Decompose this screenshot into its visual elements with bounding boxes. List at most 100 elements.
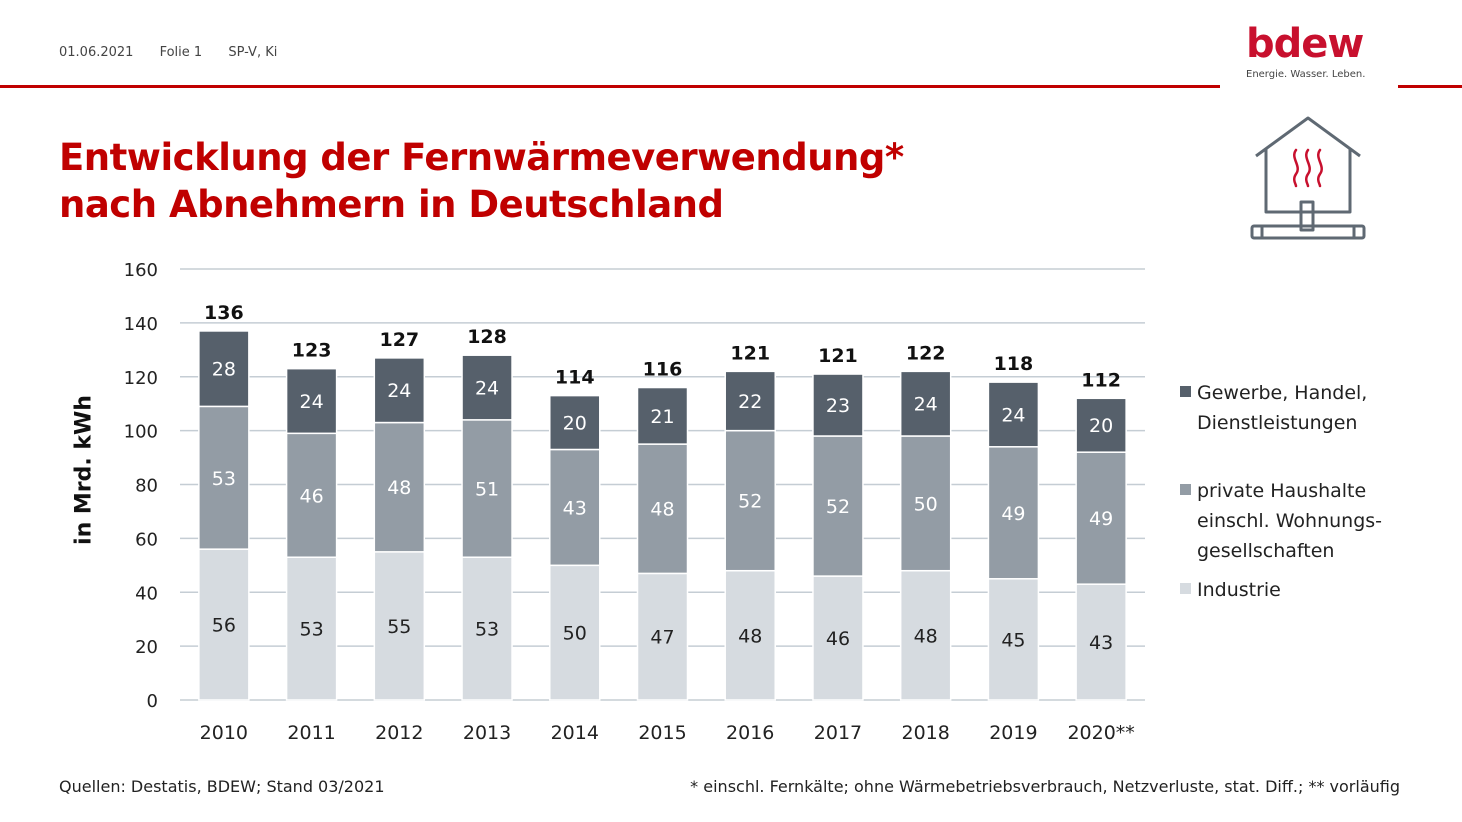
data-label-haushalte: 53 xyxy=(212,468,236,490)
x-tick-label: 2016 xyxy=(726,722,774,744)
y-tick-label: 80 xyxy=(135,476,158,497)
total-label: 112 xyxy=(1081,369,1121,391)
y-tick-label: 140 xyxy=(124,314,158,335)
data-label-haushalte: 49 xyxy=(1001,503,1025,525)
bar-segment-haushalte xyxy=(899,435,952,572)
data-label-haushalte: 46 xyxy=(299,485,323,507)
data-label-industrie: 43 xyxy=(1089,632,1113,654)
data-label-industrie: 47 xyxy=(650,627,674,649)
total-label: 123 xyxy=(292,340,332,362)
bar-segment-haushalte xyxy=(461,419,513,558)
legend-label-haushalte: private Haushalte einschl. Wohnungs- ges… xyxy=(1197,480,1383,562)
x-tick-label: 2020** xyxy=(1067,722,1134,744)
x-tick-label: 2013 xyxy=(463,722,511,744)
bar-segment-gewerbe xyxy=(1075,397,1127,453)
bar-segment-gewerbe xyxy=(636,386,689,445)
bar-segment-industrie xyxy=(636,572,689,701)
title-line-1: Entwicklung der Fernwärmeverwendung* xyxy=(59,136,904,179)
bar-segment-industrie xyxy=(373,551,426,701)
x-tick-label: 2018 xyxy=(902,722,950,744)
y-tick-label: 40 xyxy=(135,583,158,604)
footnote: * einschl. Fernkälte; ohne Wärmebetriebs… xyxy=(690,777,1400,796)
bar-segment-haushalte xyxy=(198,405,250,550)
bar-segment-industrie xyxy=(198,548,250,701)
slide-date: 01.06.2021 xyxy=(59,45,134,60)
data-label-gewerbe: 22 xyxy=(738,391,762,413)
data-label-gewerbe: 24 xyxy=(387,380,411,402)
bar-segment-gewerbe xyxy=(285,367,338,435)
data-label-industrie: 50 xyxy=(563,623,587,645)
bar-segment-gewerbe xyxy=(198,330,250,408)
data-label-gewerbe: 23 xyxy=(826,395,850,417)
logo-wordmark: bdew xyxy=(1246,21,1364,67)
x-tick-label: 2019 xyxy=(989,722,1037,744)
total-label: 121 xyxy=(818,345,858,367)
y-tick-label: 60 xyxy=(135,529,158,550)
bar-segment-gewerbe xyxy=(899,370,952,437)
bar-segment-industrie xyxy=(812,575,864,701)
bar-segment-haushalte xyxy=(987,446,1040,580)
bdew-logo: bdew Energie. Wasser. Leben. xyxy=(1246,22,1376,80)
bar-segment-haushalte xyxy=(636,443,689,575)
bar-segment-gewerbe xyxy=(724,370,776,432)
bar-segment-industrie xyxy=(724,569,776,701)
slide-department: SP-V, Ki xyxy=(228,45,278,60)
legend-swatch-gewerbe xyxy=(1180,386,1191,397)
legend-item-industrie: Industrie xyxy=(1180,575,1440,605)
x-tick-label: 2017 xyxy=(814,722,862,744)
data-label-gewerbe: 24 xyxy=(1001,404,1025,426)
y-axis-label: in Mrd. kWh xyxy=(71,395,97,545)
data-label-haushalte: 49 xyxy=(1089,508,1113,530)
data-label-industrie: 56 xyxy=(212,615,236,637)
data-label-industrie: 46 xyxy=(826,628,850,650)
page-title: Entwicklung der Fernwärmeverwendung* nac… xyxy=(59,134,904,228)
total-label: 122 xyxy=(906,342,946,364)
data-label-industrie: 53 xyxy=(475,619,499,641)
total-label: 136 xyxy=(204,302,244,324)
y-tick-label: 120 xyxy=(124,368,158,389)
data-label-industrie: 55 xyxy=(387,616,411,638)
source-note: Quellen: Destatis, BDEW; Stand 03/2021 xyxy=(59,777,385,796)
legend-label-industrie: Industrie xyxy=(1197,579,1281,601)
x-tick-label: 2011 xyxy=(287,722,335,744)
slide-number: Folie 1 xyxy=(159,45,203,60)
stacked-bar-chart: 0 20 40 60 80 100 120 140 160 56 53 28 136 2010 53 46 24… xyxy=(124,260,1145,744)
data-label-haushalte: 52 xyxy=(738,491,762,513)
legend-item-gewerbe: Gewerbe, Handel, Dienstleistungen xyxy=(1180,378,1440,438)
title-line-2: nach Abnehmern in Deutschland xyxy=(59,183,724,226)
total-label: 121 xyxy=(730,342,770,364)
total-label: 128 xyxy=(467,326,507,348)
bar-segment-industrie xyxy=(987,578,1040,701)
x-tick-label: 2010 xyxy=(200,722,248,744)
total-label: 127 xyxy=(379,329,419,351)
y-tick-label: 100 xyxy=(124,422,158,443)
header-rule-left xyxy=(0,85,1220,88)
data-label-gewerbe: 20 xyxy=(563,413,587,435)
data-label-gewerbe: 21 xyxy=(650,406,674,428)
data-label-industrie: 45 xyxy=(1001,629,1025,651)
x-tick-label: 2015 xyxy=(638,722,686,744)
bar-segment-industrie xyxy=(285,556,338,701)
data-label-industrie: 48 xyxy=(914,625,938,647)
bar-segment-gewerbe xyxy=(549,394,601,451)
legend-item-haushalte: private Haushalte einschl. Wohnungs- ges… xyxy=(1180,476,1440,566)
data-label-gewerbe: 24 xyxy=(914,394,938,416)
y-tick-label: 160 xyxy=(124,260,158,281)
header-rule-right xyxy=(1398,85,1462,88)
legend-label-gewerbe: Gewerbe, Handel, Dienstleistungen xyxy=(1197,382,1368,434)
data-label-haushalte: 50 xyxy=(914,493,938,515)
bar-segment-haushalte xyxy=(724,429,776,572)
data-label-industrie: 53 xyxy=(299,619,323,641)
data-label-haushalte: 48 xyxy=(650,499,674,521)
total-label: 118 xyxy=(994,353,1034,375)
bar-segment-haushalte xyxy=(373,421,426,553)
data-label-gewerbe: 24 xyxy=(299,391,323,413)
y-tick-label: 0 xyxy=(147,691,158,712)
data-label-gewerbe: 28 xyxy=(212,359,236,381)
legend-swatch-haushalte xyxy=(1180,484,1191,495)
y-tick-label: 20 xyxy=(135,637,158,658)
data-label-haushalte: 51 xyxy=(475,479,499,501)
x-tick-label: 2012 xyxy=(375,722,423,744)
data-label-haushalte: 48 xyxy=(387,477,411,499)
bar-segment-gewerbe xyxy=(373,357,426,424)
